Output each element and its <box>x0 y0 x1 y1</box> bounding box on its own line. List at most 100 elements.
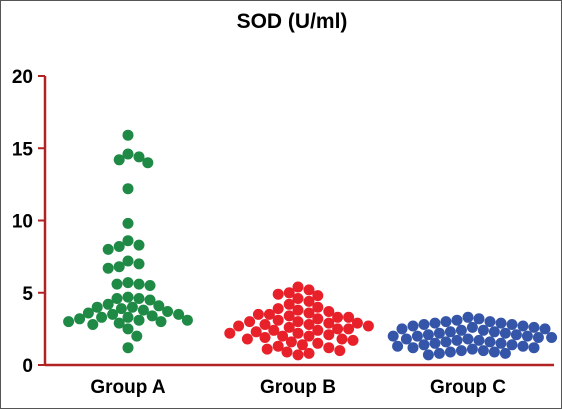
data-point <box>122 235 134 247</box>
y-tick-label: 15 <box>12 139 34 160</box>
data-point <box>539 323 551 335</box>
data-point <box>323 306 335 317</box>
data-point <box>429 337 441 349</box>
data-point <box>122 183 134 195</box>
data-point <box>146 310 158 322</box>
data-point <box>440 316 452 328</box>
data-point <box>162 306 174 317</box>
data-point <box>261 343 273 355</box>
data-point <box>122 129 134 141</box>
data-point <box>351 317 363 329</box>
data-point <box>418 339 430 351</box>
data-point <box>484 336 496 348</box>
data-point <box>462 333 474 345</box>
data-point <box>82 307 94 319</box>
data-point <box>155 316 167 328</box>
data-point <box>133 314 145 326</box>
data-point <box>411 330 423 342</box>
data-point <box>429 317 441 329</box>
data-point <box>451 334 463 346</box>
data-point <box>91 301 103 313</box>
data-point <box>102 243 114 255</box>
data-point <box>115 303 127 315</box>
data-point <box>444 346 456 358</box>
data-point <box>272 288 284 300</box>
data-point <box>392 340 404 352</box>
axes: 0 5 10 15 20 Group A Group B Group C <box>12 67 554 398</box>
data-point <box>347 334 359 346</box>
data-point <box>283 298 295 310</box>
data-point <box>122 277 134 289</box>
data-point <box>433 347 445 359</box>
data-point <box>499 347 511 359</box>
data-point <box>102 262 114 274</box>
data-point <box>422 329 434 341</box>
data-point <box>133 239 145 251</box>
data-point <box>455 324 467 336</box>
data-point <box>283 287 295 299</box>
data-point <box>312 324 324 336</box>
data-point <box>113 317 125 329</box>
data-point <box>272 314 284 326</box>
data-point <box>433 327 445 339</box>
data-point <box>122 217 134 229</box>
data-point <box>517 320 529 332</box>
data-point <box>292 304 304 316</box>
data-point <box>499 327 511 339</box>
data-point <box>506 319 518 330</box>
data-point <box>259 332 271 343</box>
data-point <box>332 311 344 323</box>
data-point <box>532 332 544 343</box>
data-point <box>233 320 245 332</box>
data-point <box>113 261 125 273</box>
data-point <box>181 314 193 326</box>
data-point <box>107 308 119 320</box>
data-point <box>455 345 467 357</box>
data-point <box>343 323 355 335</box>
data-point <box>122 148 134 160</box>
data-point <box>303 319 315 330</box>
data-point <box>244 316 256 328</box>
data-point <box>477 345 489 357</box>
data-point <box>332 323 344 335</box>
data-point <box>484 316 496 328</box>
data-point <box>517 340 529 352</box>
data-point <box>466 321 478 333</box>
data-point <box>281 346 293 358</box>
data-point <box>387 330 399 342</box>
data-point <box>144 294 156 306</box>
data-point <box>303 347 315 359</box>
y-tick-label: 20 <box>12 67 33 88</box>
data-point <box>323 329 335 341</box>
data-point <box>142 157 154 169</box>
data-point <box>259 319 271 330</box>
data-point <box>272 303 284 315</box>
data-point <box>285 336 297 348</box>
data-point <box>277 330 289 342</box>
data-point <box>303 284 315 296</box>
data-point <box>323 342 335 354</box>
data-point <box>133 293 145 304</box>
data-point <box>528 321 540 333</box>
data-point <box>312 290 324 302</box>
data-point <box>462 311 474 323</box>
data-point <box>495 317 507 329</box>
data-point <box>63 316 75 328</box>
data-point <box>473 334 485 346</box>
data-point <box>451 314 463 326</box>
data-point <box>122 291 134 303</box>
data-point <box>292 293 304 304</box>
data-point <box>292 349 304 361</box>
data-point <box>407 342 419 354</box>
data-point <box>283 321 295 333</box>
x-category-label: Group C <box>430 377 506 398</box>
data-point <box>444 326 456 338</box>
y-tick-label: 5 <box>22 284 33 305</box>
data-point <box>122 255 134 267</box>
data-point <box>268 324 280 336</box>
x-category-label: Group A <box>90 377 166 398</box>
data-point <box>113 154 125 166</box>
data-point <box>510 329 522 341</box>
data-point <box>506 339 518 351</box>
